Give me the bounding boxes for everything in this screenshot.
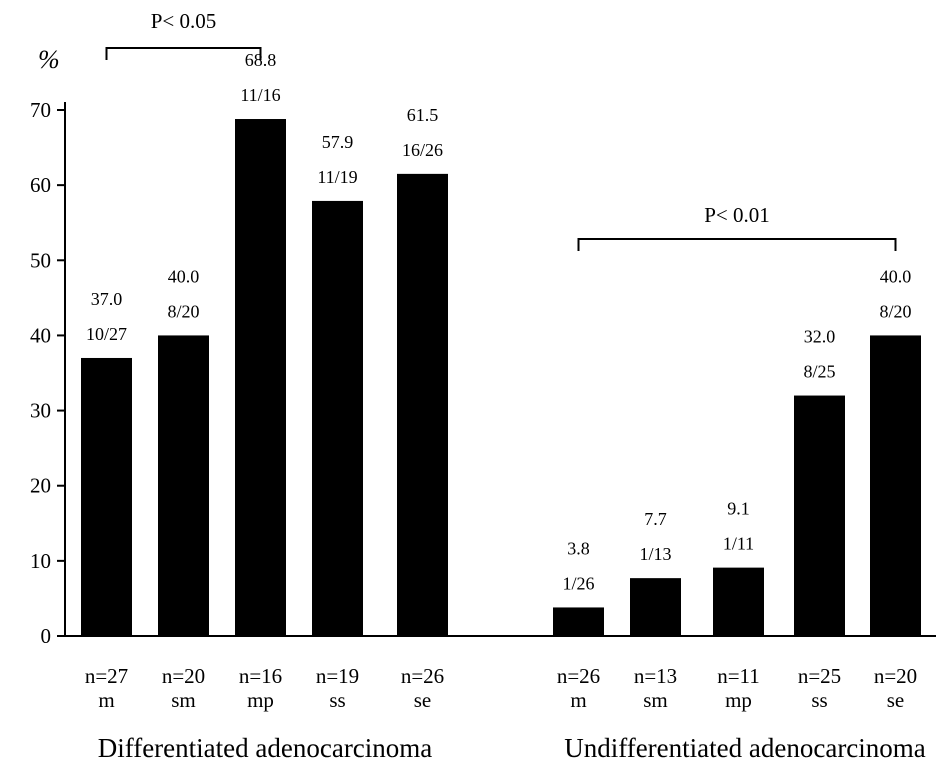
bar-fraction-label: 16/26 (402, 140, 443, 160)
x-n-label: n=20 (874, 664, 917, 688)
significance-label: P< 0.01 (704, 203, 770, 227)
bar (158, 335, 209, 636)
y-tick-label: 10 (30, 549, 51, 573)
x-n-label: n=26 (557, 664, 600, 688)
x-n-label: n=20 (162, 664, 205, 688)
x-category-label: sm (643, 688, 668, 712)
bar (235, 119, 286, 636)
bar-value-label: 37.0 (91, 289, 123, 309)
x-category-label: sm (171, 688, 196, 712)
bar (397, 174, 448, 636)
y-tick-label: 0 (41, 624, 52, 648)
x-n-label: n=16 (239, 664, 282, 688)
bar-fraction-label: 11/16 (240, 85, 280, 105)
bar-value-label: 9.1 (727, 499, 750, 519)
bar-fraction-label: 8/20 (167, 301, 199, 321)
x-category-label: ss (811, 688, 827, 712)
bar-fraction-label: 1/13 (639, 544, 671, 564)
bar-fraction-label: 10/27 (86, 324, 127, 344)
x-n-label: n=25 (798, 664, 841, 688)
bar-value-label: 7.7 (644, 509, 667, 529)
y-tick-label: 40 (30, 323, 51, 347)
x-category-label: se (887, 688, 905, 712)
x-category-label: se (414, 688, 432, 712)
x-n-label: n=11 (717, 664, 760, 688)
group-label: Undifferentiated adenocarcinoma (564, 733, 926, 763)
bar-fraction-label: 1/11 (723, 534, 754, 554)
group-label: Differentiated adenocarcinoma (98, 733, 433, 763)
bar-value-label: 40.0 (168, 266, 200, 286)
y-tick-label: 30 (30, 399, 51, 423)
bar-fraction-label: 8/25 (803, 362, 835, 382)
bar (870, 335, 921, 636)
x-n-label: n=27 (85, 664, 128, 688)
y-tick-label: 60 (30, 173, 51, 197)
x-n-label: n=19 (316, 664, 359, 688)
x-category-label: m (98, 688, 114, 712)
y-tick-label: 70 (30, 98, 51, 122)
bar (553, 607, 604, 636)
bar-value-label: 32.0 (804, 327, 836, 347)
significance-label: P< 0.05 (151, 9, 217, 33)
x-category-label: mp (725, 688, 752, 712)
bar (81, 358, 132, 636)
x-category-label: m (570, 688, 586, 712)
significance-bracket (107, 48, 261, 60)
bar-fraction-label: 1/26 (562, 573, 594, 593)
y-axis-label: % (38, 45, 60, 74)
significance-bracket (579, 239, 896, 251)
bar (713, 568, 764, 636)
bar-value-label: 40.0 (880, 266, 912, 286)
bar (794, 396, 845, 636)
bar (630, 578, 681, 636)
bar-fraction-label: 11/19 (317, 167, 357, 187)
y-tick-label: 50 (30, 248, 51, 272)
x-category-label: ss (329, 688, 345, 712)
bar (312, 201, 363, 636)
bar-value-label: 61.5 (407, 105, 439, 125)
bar-value-label: 57.9 (322, 132, 354, 152)
x-n-label: n=26 (401, 664, 444, 688)
bar-fraction-label: 8/20 (879, 301, 911, 321)
x-n-label: n=13 (634, 664, 677, 688)
y-tick-label: 20 (30, 474, 51, 498)
x-category-label: mp (247, 688, 274, 712)
bar-value-label: 3.8 (567, 538, 590, 558)
